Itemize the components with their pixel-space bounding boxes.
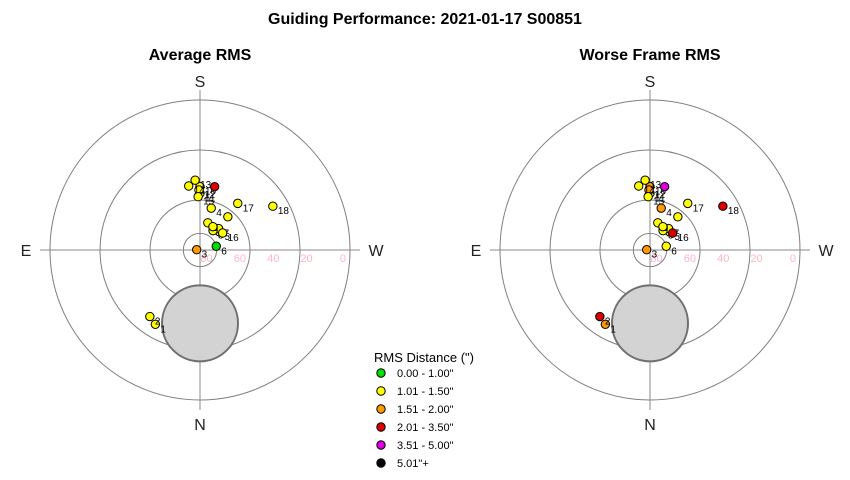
data-point-label: 6	[671, 246, 677, 257]
data-point-label: 6	[221, 246, 227, 257]
direction-label-top: S	[195, 74, 206, 91]
data-point	[595, 311, 605, 322]
data-point	[658, 221, 668, 232]
altitude-tick-label: 20	[300, 253, 312, 265]
data-point-label: 13	[650, 180, 662, 191]
legend-item-label: 1.51 - 2.00"	[397, 404, 454, 416]
altitude-tick-label: 0	[340, 253, 346, 265]
data-point-label: 4	[666, 208, 672, 219]
legend-item-label: 5.01"+	[397, 458, 429, 470]
altitude-tick-label: 40	[717, 253, 729, 265]
data-point	[634, 181, 644, 191]
data-point-label: 2	[605, 317, 611, 328]
legend-marker	[376, 368, 386, 378]
legend: RMS Distance (") 0.00 - 1.00" 1.01 - 1.50…	[374, 350, 474, 470]
data-point	[191, 245, 202, 255]
data-point	[718, 201, 728, 211]
legend-marker	[376, 404, 386, 414]
altitude-tick-label: 60	[684, 253, 696, 265]
direction-label-right: W	[818, 243, 834, 260]
data-point-label: 17	[693, 203, 705, 214]
data-point-label: 16	[678, 233, 690, 244]
legend-marker	[376, 458, 386, 468]
legend-item-label: 0.00 - 1.00"	[397, 368, 454, 380]
data-point	[223, 212, 233, 222]
data-point-label: 11	[205, 193, 216, 204]
altitude-tick-label: 80	[200, 253, 212, 265]
data-point-label: 14	[194, 186, 206, 197]
direction-label-left: E	[471, 243, 482, 260]
plot-title: Average RMS	[149, 47, 252, 64]
data-point	[641, 245, 652, 255]
data-point-label: 2	[155, 317, 161, 328]
data-point-label: 5	[225, 232, 231, 243]
moon-disc	[611, 284, 689, 363]
data-point	[600, 319, 611, 329]
data-point	[206, 203, 216, 213]
data-point-label: 14	[644, 186, 656, 197]
data-point-label: 1	[160, 324, 166, 335]
direction-label-bottom: N	[194, 417, 206, 434]
altitude-tick-label: 40	[267, 253, 279, 265]
direction-label-left: E	[21, 243, 32, 260]
data-point	[233, 198, 243, 209]
data-point-label: 18	[278, 206, 290, 217]
data-point-label: 16	[228, 233, 240, 244]
polar-plot-average-rms: Average RMS SNEW806040200123456789101112…	[21, 47, 385, 434]
data-point	[217, 228, 228, 238]
data-point-label: 10	[205, 187, 217, 198]
data-point	[145, 311, 155, 322]
altitude-tick-label: 60	[234, 253, 246, 265]
data-point	[268, 201, 278, 211]
legend-marker	[376, 440, 386, 450]
direction-label-bottom: N	[644, 417, 656, 434]
figure-title: Guiding Performance: 2021-01-17 S00851	[268, 11, 582, 28]
data-point	[643, 191, 653, 202]
legend-marker	[376, 386, 386, 396]
data-point	[640, 175, 650, 185]
moon-disc	[161, 284, 239, 363]
data-point-label: 15	[203, 197, 215, 208]
data-point-label: 15	[653, 197, 665, 208]
data-point	[150, 319, 161, 329]
data-point	[683, 198, 693, 209]
altitude-tick-label: 80	[650, 253, 662, 265]
data-point	[193, 191, 203, 202]
direction-label-top: S	[645, 74, 656, 91]
data-point-label: 5	[675, 232, 681, 243]
data-point	[667, 228, 678, 238]
data-point	[656, 203, 666, 213]
plot-title: Worse Frame RMS	[579, 47, 720, 64]
data-point	[184, 181, 194, 191]
legend-marker	[376, 422, 386, 432]
data-point-label: 3	[202, 250, 208, 261]
data-point-label: 18	[728, 206, 740, 217]
legend-item-label: 3.51 - 5.00"	[397, 440, 454, 452]
legend-item-label: 2.01 - 3.50"	[397, 422, 454, 434]
data-point-label: 11	[655, 193, 666, 204]
data-point	[209, 181, 220, 192]
data-point	[661, 241, 671, 251]
data-point-label: 10	[655, 187, 667, 198]
direction-label-right: W	[368, 243, 384, 260]
altitude-tick-label: 0	[790, 253, 796, 265]
data-point-label: 12	[204, 190, 216, 201]
data-point-label: 4	[216, 208, 222, 219]
altitude-tick-label: 20	[750, 253, 762, 265]
data-point-label: 17	[243, 203, 255, 214]
data-point	[673, 212, 683, 222]
polar-plot-worse-frame-rms: Worse Frame RMS SNEW80604020012345678910…	[471, 47, 835, 434]
legend-item-label: 1.01 - 1.50"	[397, 386, 454, 398]
data-point-label: 13	[200, 180, 212, 191]
data-point	[211, 241, 221, 251]
data-point	[190, 175, 200, 185]
data-point	[208, 221, 218, 232]
legend-title: RMS Distance (")	[374, 350, 474, 365]
data-point-label: 3	[652, 250, 658, 261]
data-point-label: 12	[654, 190, 666, 201]
data-point	[659, 181, 670, 192]
data-point-label: 1	[610, 324, 616, 335]
